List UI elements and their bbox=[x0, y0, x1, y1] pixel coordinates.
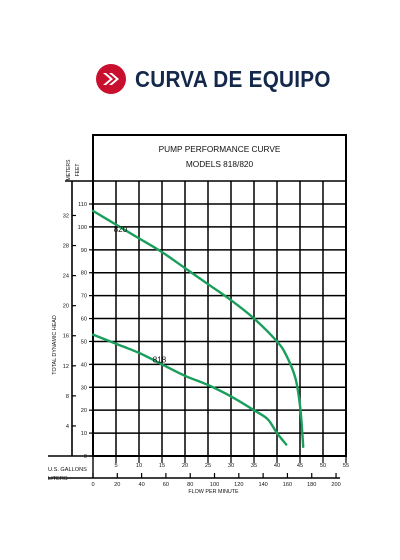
x-tick-label-liters: 120 bbox=[234, 482, 243, 488]
y-tick-label-meters: 8 bbox=[66, 394, 69, 400]
x-tick-label-gallons: 20 bbox=[182, 463, 188, 469]
y-tick-label-feet: 60 bbox=[81, 317, 87, 323]
y-tick-label-meters: 16 bbox=[63, 334, 69, 340]
y-tick-label-feet: 0 bbox=[84, 454, 87, 460]
series-label-820: 820 bbox=[114, 225, 128, 234]
y-tick-label-feet: 20 bbox=[81, 408, 87, 414]
x-tick-label-liters: 60 bbox=[163, 482, 169, 488]
badge bbox=[96, 64, 126, 94]
x-tick-label-liters: 0 bbox=[91, 482, 94, 488]
y-tick-label-feet: 10 bbox=[81, 431, 87, 437]
x-tick-label-gallons: 30 bbox=[228, 463, 234, 469]
x-tick-label-gallons: 25 bbox=[205, 463, 211, 469]
y-tick-label-feet: 100 bbox=[78, 225, 87, 231]
y-tick-label-feet: 40 bbox=[81, 362, 87, 368]
x-tick-label-gallons: 5 bbox=[114, 463, 117, 469]
y-axis-title: TOTAL DYNAMIC HEAD bbox=[52, 315, 58, 375]
series-line-820 bbox=[91, 209, 305, 448]
x-tick-label-gallons: 10 bbox=[136, 463, 142, 469]
x-tick-label-liters: 180 bbox=[307, 482, 316, 488]
y-tick-label-feet: 70 bbox=[81, 294, 87, 300]
page-title: CURVA DE EQUIPO bbox=[135, 65, 331, 92]
x-tick-label-liters: 80 bbox=[187, 482, 193, 488]
x-tick-label-liters: 140 bbox=[258, 482, 267, 488]
double-chevron-right-icon bbox=[103, 73, 119, 85]
y-tick-label-feet: 30 bbox=[81, 385, 87, 391]
y-axis-meters-label: METERS bbox=[66, 159, 72, 181]
y-tick-label-meters: 28 bbox=[63, 244, 69, 250]
x-tick-label-liters: 40 bbox=[138, 482, 144, 488]
x-tick-label-liters: 20 bbox=[114, 482, 120, 488]
y-tick-label-feet: 50 bbox=[81, 339, 87, 345]
page-header: CURVA DE EQUIPO bbox=[96, 62, 353, 96]
x-tick-label-gallons: 50 bbox=[320, 463, 326, 469]
y-tick-label-meters: 24 bbox=[63, 274, 69, 280]
y-tick-label-feet: 90 bbox=[81, 248, 87, 254]
x-axis-gallons-label: U.S. GALLONS bbox=[48, 467, 87, 473]
y-tick-label-meters: 4 bbox=[66, 424, 69, 430]
series-line-818 bbox=[91, 333, 288, 446]
x-axis-title: FLOW PER MINUTE bbox=[188, 489, 239, 495]
x-axis-liters-label: LITERS bbox=[48, 476, 68, 482]
y-tick-label-meters: 32 bbox=[63, 213, 69, 219]
series-label-818: 818 bbox=[153, 355, 167, 364]
x-tick-label-gallons: 45 bbox=[297, 463, 303, 469]
y-tick-label-feet: 80 bbox=[81, 271, 87, 277]
x-tick-label-gallons: 40 bbox=[274, 463, 280, 469]
y-axis-feet-label: FEET bbox=[75, 164, 81, 177]
y-tick-label-feet: 110 bbox=[78, 202, 87, 208]
y-tick-label-meters: 12 bbox=[63, 364, 69, 370]
chart-subtitle: MODELS 818/820 bbox=[186, 159, 254, 169]
x-tick-label-liters: 100 bbox=[210, 482, 219, 488]
x-tick-label-gallons: 55 bbox=[343, 463, 349, 469]
y-tick-label-meters: 20 bbox=[63, 304, 69, 310]
x-tick-label-gallons: 15 bbox=[159, 463, 165, 469]
x-tick-label-liters: 200 bbox=[331, 482, 340, 488]
chart-title: PUMP PERFORMANCE CURVE bbox=[159, 144, 281, 154]
x-tick-label-gallons: 35 bbox=[251, 463, 257, 469]
x-tick-label-liters: 160 bbox=[283, 482, 292, 488]
